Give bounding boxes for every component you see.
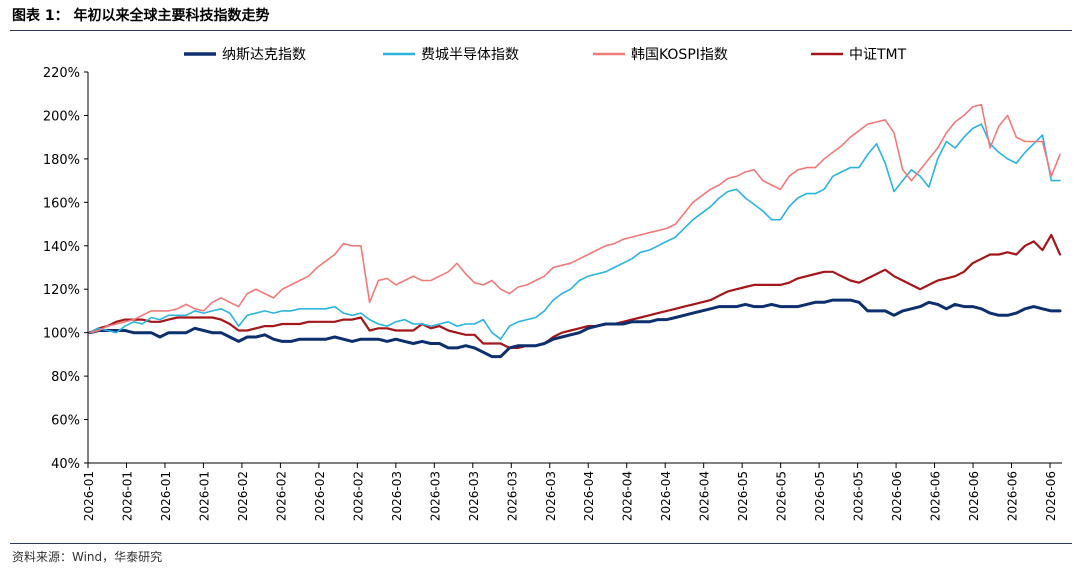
y-tick-label: 100% (43, 327, 80, 342)
y-tick-label: 120% (43, 283, 80, 298)
x-tick-label: 2026-03 (467, 471, 481, 521)
x-axis-ticks: 2026-01 2026-01 2026-01 2026-01 2026-02 2026-… (82, 463, 1058, 521)
legend-label-1: 费城半导体指数 (421, 47, 519, 63)
x-tick-label: 2026-03 (390, 471, 404, 521)
source-note: 资料来源：Wind，华泰研究 (12, 550, 163, 564)
legend-label-0: 纳斯达克指数 (222, 47, 306, 63)
series-lines (88, 103, 1062, 359)
x-tick-label: 2026-06 (1006, 471, 1020, 521)
y-tick-label: 220% (43, 66, 80, 81)
x-tick-label: 2026-05 (775, 471, 789, 521)
x-tick-label: 2026-04 (582, 471, 596, 521)
series-line-2 (89, 103, 1061, 334)
x-tick-label: 2026-05 (852, 471, 866, 521)
x-tick-label: 2026-02 (351, 471, 365, 521)
series-line-0 (88, 298, 1062, 359)
figure-title: 图表 1： 年初以来全球主要科技指数走势 (12, 8, 270, 24)
y-tick-label: 200% (43, 109, 80, 124)
legend-label-2: 韩国KOSPI指数 (631, 47, 728, 63)
x-tick-label: 2026-02 (313, 471, 327, 521)
x-tick-label: 2026-03 (544, 471, 558, 521)
x-tick-label: 2026-06 (929, 471, 943, 521)
y-tick-label: 180% (43, 153, 80, 168)
legend-label-3: 中证TMT (849, 47, 907, 63)
legend: 纳斯达克指数 费城半导体指数 韩国KOSPI指数 中证TMT (184, 47, 907, 63)
x-tick-label: 2026-01 (197, 471, 211, 521)
x-tick-label: 2026-04 (698, 471, 712, 521)
x-tick-label: 2026-01 (82, 471, 96, 521)
series-line-1 (89, 123, 1061, 341)
x-tick-label: 2026-03 (428, 471, 442, 521)
x-tick-label: 2026-06 (890, 471, 904, 521)
y-tick-label: 140% (43, 240, 80, 255)
x-tick-label: 2026-01 (159, 471, 173, 521)
x-tick-label: 2026-02 (274, 471, 288, 521)
series-line-3 (88, 233, 1062, 349)
x-tick-label: 2026-01 (120, 471, 134, 521)
x-tick-label: 2026-06 (967, 471, 981, 521)
x-tick-label: 2026-04 (659, 471, 673, 521)
y-tick-label: 160% (43, 196, 80, 211)
y-axis-ticks: 40% 60% 80% 100% 120% 140% 160% 180% 200% 220% (43, 66, 88, 472)
x-tick-label: 2026-04 (621, 471, 635, 521)
source-rule (10, 543, 1072, 544)
title-rule (10, 30, 1072, 31)
x-tick-label: 2026-05 (736, 471, 750, 521)
x-tick-label: 2026-02 (236, 471, 250, 521)
y-tick-label: 60% (51, 414, 80, 429)
x-tick-label: 2026-03 (505, 471, 519, 521)
axes (87, 72, 1062, 464)
y-tick-label: 80% (51, 370, 80, 385)
x-tick-label: 2026-05 (813, 471, 827, 521)
x-tick-label: 2026-06 (1044, 471, 1058, 521)
y-tick-label: 40% (51, 457, 80, 472)
